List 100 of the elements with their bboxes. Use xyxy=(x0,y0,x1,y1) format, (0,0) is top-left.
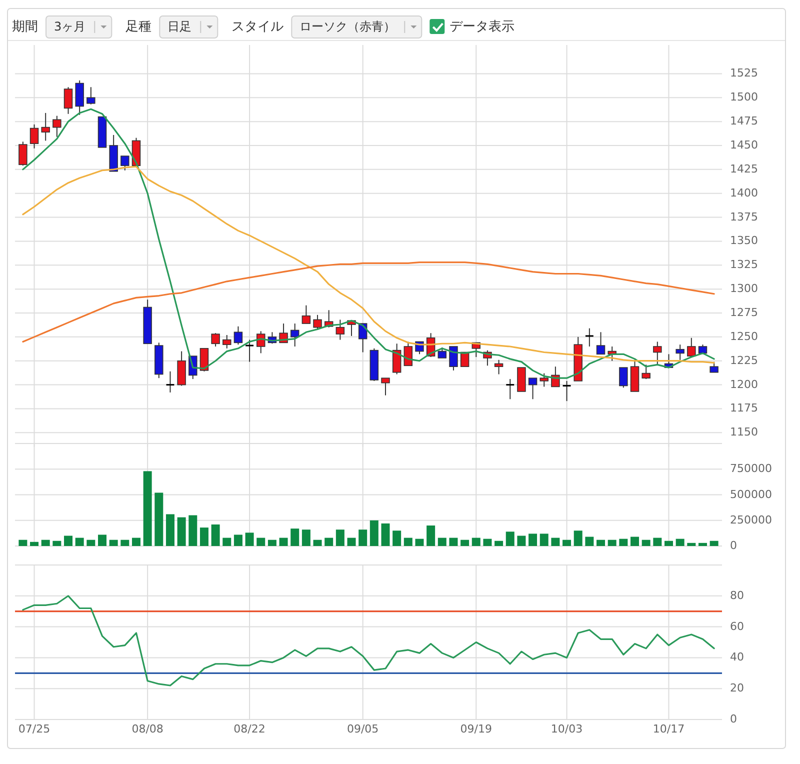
bar xyxy=(177,517,186,546)
x-tick-label: 09/05 xyxy=(346,722,379,736)
bar xyxy=(234,534,242,546)
text: 3ヶ月 xyxy=(54,19,86,34)
bar xyxy=(222,538,232,546)
text: データ表示 xyxy=(450,20,515,35)
candlestick xyxy=(336,319,345,340)
y-tick-label: 60 xyxy=(730,620,744,633)
bar xyxy=(596,540,606,546)
text: 日足 xyxy=(168,19,192,34)
candlestick xyxy=(687,337,696,357)
line-series xyxy=(22,261,715,343)
y-tick-label: 20 xyxy=(730,682,744,695)
bar xyxy=(676,538,684,546)
bar xyxy=(687,542,696,546)
bar xyxy=(211,524,220,546)
bar xyxy=(245,532,254,546)
candlestick xyxy=(653,341,662,366)
bar xyxy=(404,538,412,546)
bar xyxy=(41,540,50,546)
bar xyxy=(18,540,28,546)
bar xyxy=(30,542,39,546)
bar xyxy=(506,532,514,546)
bar xyxy=(619,538,628,546)
bar xyxy=(630,536,640,546)
candlestick xyxy=(584,328,594,347)
y-tick-label: 1400 xyxy=(730,186,758,200)
bar xyxy=(438,538,446,546)
bar xyxy=(562,540,572,546)
bar xyxy=(143,471,152,546)
candlestick xyxy=(244,339,254,362)
x-tick-label: 08/08 xyxy=(132,722,164,736)
bar xyxy=(279,538,288,546)
y-tick-label: 1375 xyxy=(730,210,758,224)
candlestick xyxy=(86,86,96,105)
y-tick-label: 1200 xyxy=(730,378,758,391)
y-tick-label: 1225 xyxy=(730,354,758,367)
candlestick xyxy=(528,378,538,400)
bar xyxy=(472,538,480,546)
y-tick-label: 1300 xyxy=(730,282,758,296)
bar xyxy=(86,540,96,546)
bar xyxy=(449,538,458,546)
candlestick xyxy=(211,332,220,347)
candlestick xyxy=(302,304,311,324)
y-tick-label: 250000 xyxy=(730,513,772,526)
text: ローソク（赤青） xyxy=(300,19,396,34)
candlestick xyxy=(120,156,130,171)
bar xyxy=(109,540,118,546)
y-tick-label: 40 xyxy=(730,650,744,664)
bar xyxy=(132,538,140,546)
bar xyxy=(120,540,130,546)
bar xyxy=(494,540,504,546)
bar xyxy=(608,540,616,546)
bar xyxy=(200,528,208,546)
candlestick xyxy=(313,314,322,330)
bar xyxy=(370,520,378,546)
y-tick-label: 1475 xyxy=(730,114,758,128)
bar xyxy=(290,528,300,546)
candlestick xyxy=(222,334,232,349)
candlestick xyxy=(75,80,84,116)
bar xyxy=(347,538,356,546)
bar xyxy=(653,538,662,546)
y-tick-label: 1450 xyxy=(730,138,758,152)
bar xyxy=(188,515,198,546)
candlestick xyxy=(676,344,684,360)
y-tick-label: 1275 xyxy=(730,306,758,320)
bar xyxy=(698,542,707,546)
y-tick-label: 1425 xyxy=(730,162,758,176)
bar xyxy=(392,530,402,546)
y-tick-label: 1350 xyxy=(730,234,758,248)
text: 足種 xyxy=(126,20,152,35)
candlestick xyxy=(52,115,62,138)
bar xyxy=(517,536,526,546)
bar xyxy=(483,538,492,546)
bar xyxy=(154,492,164,546)
y-tick-label: 0 xyxy=(730,539,737,552)
candlestick xyxy=(449,346,458,371)
candlestick xyxy=(517,367,526,392)
y-tick-label: 750000 xyxy=(730,462,772,476)
candlestick xyxy=(619,367,628,388)
candlestick xyxy=(505,378,515,400)
y-tick-label: 1325 xyxy=(730,258,758,272)
y-tick-label: 0 xyxy=(730,712,737,726)
bar xyxy=(551,538,560,546)
x-tick-label: 10/17 xyxy=(652,722,685,736)
candlestick xyxy=(494,359,504,375)
candlestick xyxy=(381,378,390,396)
bar xyxy=(528,534,538,546)
y-tick-label: 1525 xyxy=(730,66,758,80)
bar xyxy=(98,534,106,546)
bar xyxy=(358,530,368,546)
candlestick xyxy=(30,124,39,149)
candlestick xyxy=(166,370,175,393)
x-tick-label: 10/03 xyxy=(550,722,583,736)
candlestick xyxy=(596,332,606,355)
bar xyxy=(710,540,718,546)
y-tick-label: 500000 xyxy=(730,488,772,501)
bar xyxy=(460,540,470,546)
bar xyxy=(664,540,673,546)
bar xyxy=(585,536,594,546)
